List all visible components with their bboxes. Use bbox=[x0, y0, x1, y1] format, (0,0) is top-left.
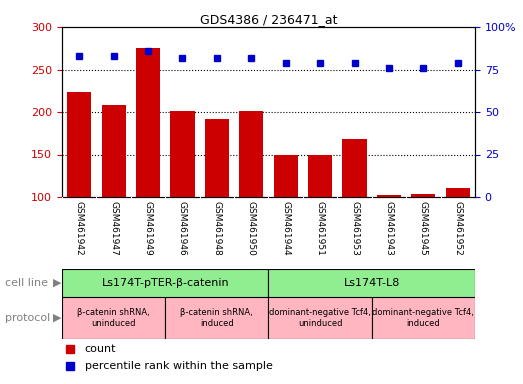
Text: count: count bbox=[85, 344, 116, 354]
Bar bbox=[268, 297, 372, 339]
Text: GSM461947: GSM461947 bbox=[109, 200, 118, 255]
Text: GSM461953: GSM461953 bbox=[350, 200, 359, 255]
Text: percentile rank within the sample: percentile rank within the sample bbox=[85, 361, 272, 371]
Text: GSM461943: GSM461943 bbox=[384, 200, 393, 255]
Text: GSM461952: GSM461952 bbox=[453, 200, 462, 255]
Text: GSM461944: GSM461944 bbox=[281, 200, 290, 255]
Bar bbox=[343, 139, 367, 197]
Text: GSM461949: GSM461949 bbox=[143, 200, 153, 255]
Title: GDS4386 / 236471_at: GDS4386 / 236471_at bbox=[200, 13, 337, 26]
Bar bbox=[62, 269, 268, 297]
Text: dominant-negative Tcf4,
uninduced: dominant-negative Tcf4, uninduced bbox=[269, 308, 371, 328]
Bar bbox=[136, 48, 160, 197]
Bar bbox=[67, 92, 91, 197]
Text: GSM461950: GSM461950 bbox=[247, 200, 256, 255]
Text: ▶: ▶ bbox=[53, 278, 61, 288]
Bar bbox=[274, 154, 298, 197]
Bar bbox=[308, 154, 332, 197]
Bar bbox=[372, 297, 475, 339]
Text: GSM461945: GSM461945 bbox=[419, 200, 428, 255]
Bar bbox=[205, 119, 229, 197]
Text: GSM461948: GSM461948 bbox=[212, 200, 221, 255]
Text: β-catenin shRNA,
uninduced: β-catenin shRNA, uninduced bbox=[77, 308, 150, 328]
Text: β-catenin shRNA,
induced: β-catenin shRNA, induced bbox=[180, 308, 253, 328]
Bar bbox=[170, 111, 195, 197]
Bar bbox=[268, 269, 475, 297]
Text: cell line: cell line bbox=[5, 278, 48, 288]
Bar bbox=[411, 194, 436, 197]
Text: GSM461942: GSM461942 bbox=[75, 200, 84, 255]
Text: GSM461951: GSM461951 bbox=[315, 200, 325, 255]
Bar bbox=[101, 105, 126, 197]
Bar bbox=[239, 111, 264, 197]
Text: ▶: ▶ bbox=[53, 313, 61, 323]
Bar bbox=[165, 297, 268, 339]
Text: protocol: protocol bbox=[5, 313, 51, 323]
Bar bbox=[377, 195, 401, 197]
Text: Ls174T-pTER-β-catenin: Ls174T-pTER-β-catenin bbox=[101, 278, 229, 288]
Text: GSM461946: GSM461946 bbox=[178, 200, 187, 255]
Text: dominant-negative Tcf4,
induced: dominant-negative Tcf4, induced bbox=[372, 308, 474, 328]
Text: Ls174T-L8: Ls174T-L8 bbox=[344, 278, 400, 288]
Bar bbox=[62, 297, 165, 339]
Bar bbox=[446, 188, 470, 197]
